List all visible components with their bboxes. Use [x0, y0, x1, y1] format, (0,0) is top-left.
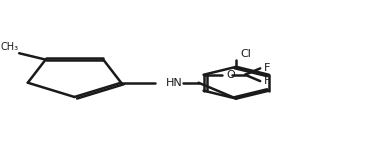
Text: O: O [226, 70, 235, 80]
Text: CH₃: CH₃ [1, 42, 19, 52]
Text: HN: HN [166, 78, 182, 88]
Text: F: F [264, 63, 270, 73]
Text: F: F [264, 76, 270, 86]
Text: Cl: Cl [240, 49, 251, 59]
